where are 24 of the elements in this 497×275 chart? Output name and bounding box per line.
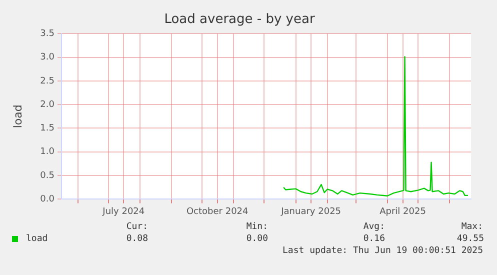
text: Avg: <box>363 222 385 232</box>
text: 0.00 <box>246 234 268 244</box>
x-tick-label: October 2024 <box>186 206 249 217</box>
text: 49.55 <box>456 234 484 244</box>
x-tick-label: July 2024 <box>102 206 145 217</box>
x-tick-label: April 2025 <box>380 206 426 217</box>
text: Max: <box>461 222 483 232</box>
text: 0.16 <box>363 234 385 244</box>
text: Cur: <box>126 222 148 232</box>
text: Last update: Thu Jun 19 00:00:51 2025 <box>282 246 483 256</box>
y-tick-label: 1.5 <box>40 124 55 134</box>
y-tick-label: 2.0 <box>40 100 55 110</box>
y-tick-label: 2.5 <box>40 76 55 86</box>
y-tick-label: 0.0 <box>40 194 55 205</box>
text: Min: <box>246 222 268 232</box>
x-tick-label: January 2025 <box>280 206 342 217</box>
y-tick-label: 3.5 <box>40 28 55 39</box>
legend-label: load <box>26 234 48 244</box>
text: 0.08 <box>126 234 148 244</box>
chart-title: Load average - by year <box>164 12 316 28</box>
y-axis-title: load <box>11 104 24 128</box>
y-tick-label: 0.5 <box>40 170 55 181</box>
y-tick-label: 3.0 <box>40 52 55 63</box>
y-tick-label: 1.0 <box>40 147 55 158</box>
